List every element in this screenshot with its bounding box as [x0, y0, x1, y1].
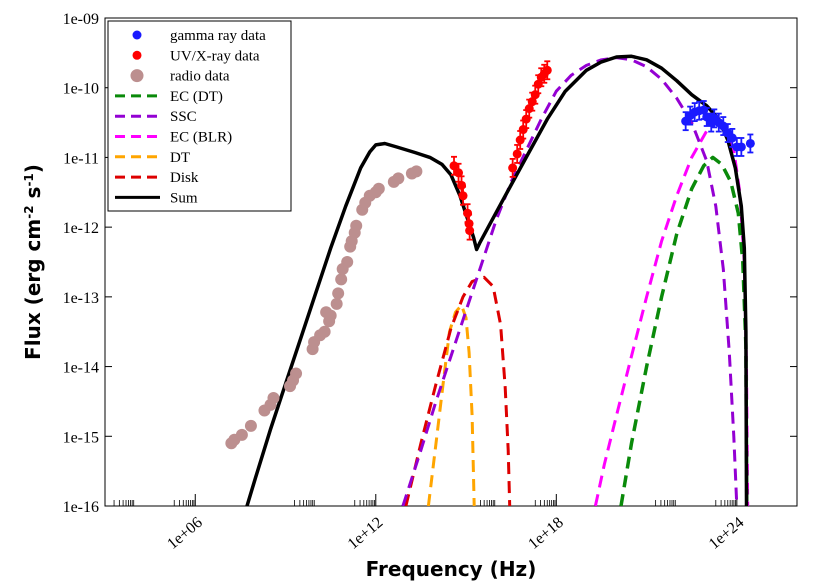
- legend-label-ec-dt: EC (DT): [170, 89, 223, 105]
- y-tick-label: 1e-13: [63, 290, 99, 307]
- radio-data-point: [290, 368, 302, 380]
- y-tick-label: 1e-10: [63, 81, 99, 98]
- legend-label-disk: Disk: [170, 170, 199, 186]
- y-tick-label: 1e-12: [63, 220, 99, 237]
- radio-data-point: [373, 183, 385, 195]
- legend-label-ec-blr: EC (BLR): [170, 130, 232, 146]
- radio-data-point: [341, 256, 353, 268]
- y-tick-label: 1e-15: [63, 429, 99, 446]
- y-axis-title-s: s: [21, 187, 45, 206]
- radio-data-point: [335, 273, 347, 285]
- radio-data-point: [332, 287, 344, 299]
- legend-label-sum: Sum: [170, 190, 198, 206]
- radio-data-point: [267, 392, 279, 404]
- x-tick-label: 1e+18: [525, 514, 567, 553]
- radio-data-point: [350, 220, 362, 232]
- uv-x-ray-data-point: [543, 66, 552, 75]
- uv-x-ray-data-point: [508, 163, 517, 172]
- legend: gamma ray data UV/X-ray data radio data EC …: [108, 21, 291, 211]
- x-axis-title: Frequency (Hz): [366, 557, 537, 581]
- y-axis-title-close: ): [21, 164, 45, 173]
- y-tick-label: 1e-09: [63, 11, 99, 28]
- legend-marker-uv-x-ray-data: [133, 51, 142, 60]
- x-tick-label: 1e+12: [345, 514, 387, 553]
- y-tick-label: 1e-14: [63, 360, 99, 377]
- y-axis-title-exp2: -1: [22, 173, 36, 186]
- radio-data-point: [320, 306, 332, 318]
- y-axis-title-exp1: -2: [22, 205, 36, 218]
- x-tick-label: 1e+06: [164, 514, 206, 553]
- gamma-ray-data-point: [737, 142, 746, 151]
- radio-data-point: [410, 165, 422, 177]
- radio-data-point: [331, 298, 343, 310]
- uv-x-ray-data-point: [465, 226, 474, 235]
- radio-data-point: [392, 172, 404, 184]
- legend-label-radio-data: radio data: [170, 69, 230, 85]
- uv-x-ray-data-point: [463, 209, 472, 218]
- legend-label-gamma-ray-data: gamma ray data: [170, 28, 266, 44]
- x-tick-label: 1e+24: [706, 514, 748, 553]
- y-tick-label: 1e-11: [63, 150, 99, 167]
- legend-label-ssc: SSC: [170, 109, 197, 125]
- radio-data-point: [236, 429, 248, 441]
- uv-x-ray-data-point: [457, 181, 466, 190]
- legend-label-dt: DT: [170, 150, 190, 166]
- y-axis-title: Flux (erg cm-2 s-1): [21, 164, 45, 360]
- y-tick-label: 1e-16: [63, 499, 99, 516]
- gamma-ray-data-point: [746, 139, 755, 148]
- legend-marker-gamma-ray-data: [133, 31, 142, 40]
- radio-data-point: [319, 326, 331, 338]
- uv-x-ray-data-point: [459, 191, 468, 200]
- uv-x-ray-data-point: [513, 149, 522, 158]
- radio-data-point: [245, 420, 257, 432]
- legend-marker-radio-data: [131, 69, 144, 82]
- y-axis-title-main: Flux (erg cm: [21, 219, 45, 360]
- legend-label-uv-x-ray-data: UV/X-ray data: [170, 48, 260, 64]
